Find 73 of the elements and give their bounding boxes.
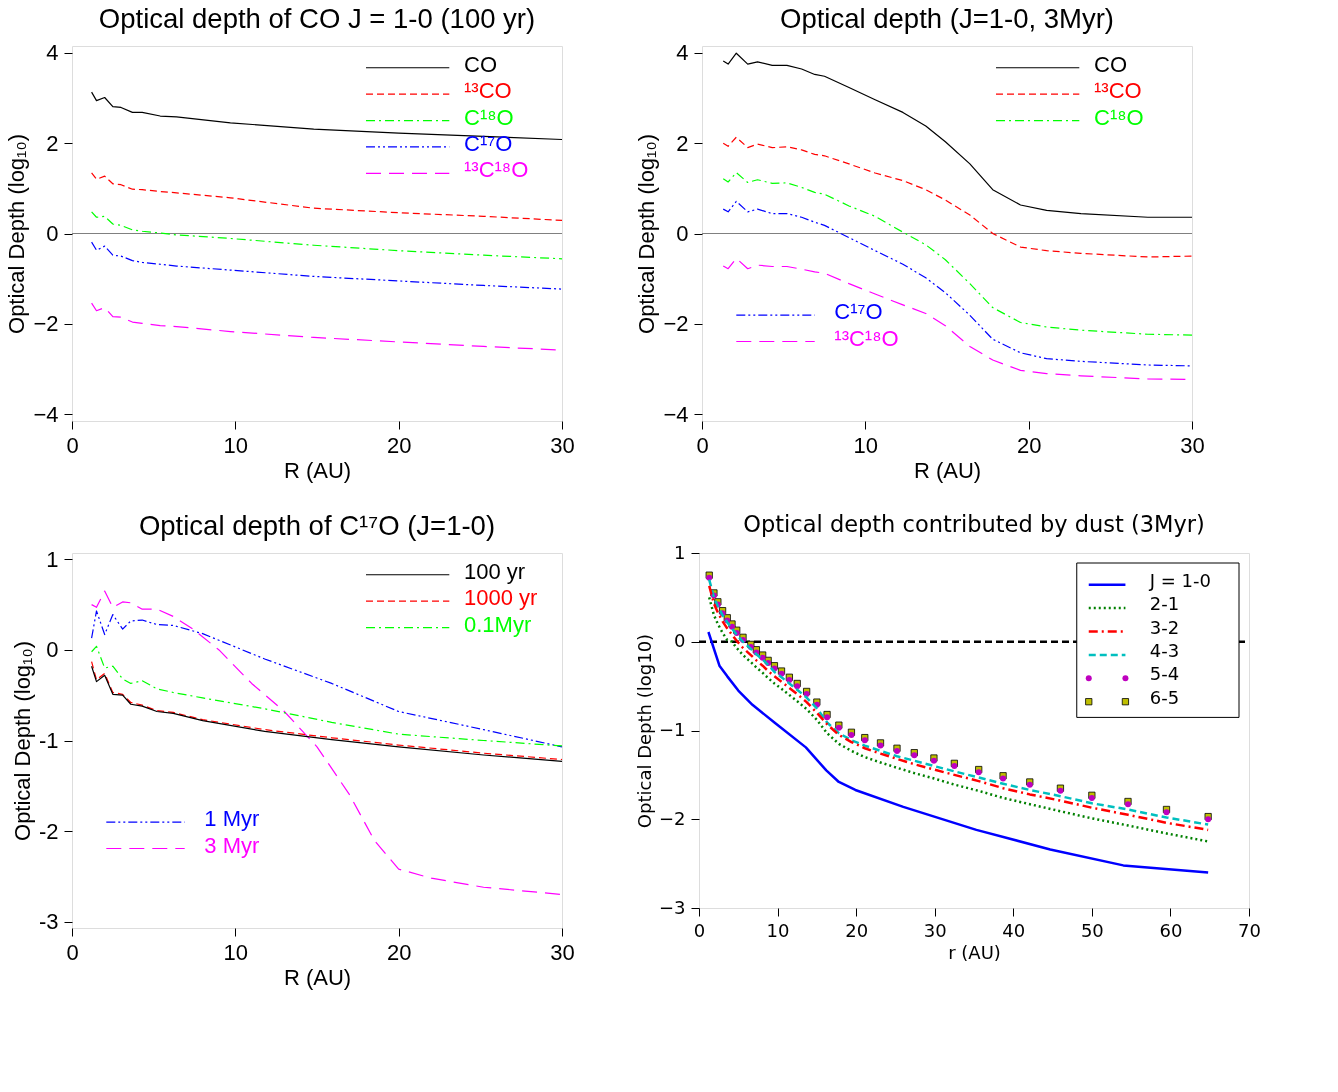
y-tick-label: -2 bbox=[38, 818, 59, 844]
x-tick-label: 30 bbox=[923, 919, 947, 941]
y-tick-label: −2 bbox=[33, 311, 59, 337]
legend-label: C¹⁸O bbox=[464, 104, 514, 130]
y-tick-label: -3 bbox=[38, 909, 59, 935]
x-tick-label: 30 bbox=[550, 939, 575, 965]
y-tick-label: 0 bbox=[46, 637, 59, 663]
y-tick-label: 4 bbox=[46, 40, 59, 66]
x-axis-title: r (AU) bbox=[948, 941, 1001, 963]
x-tick-label: 70 bbox=[1238, 919, 1261, 941]
legend-label: 2-1 bbox=[1149, 593, 1180, 615]
x-tick-label: 50 bbox=[1080, 919, 1104, 941]
y-tick-label: −1 bbox=[658, 719, 686, 740]
legend-label: 5-4 bbox=[1149, 663, 1180, 685]
y-tick-label: 0 bbox=[46, 221, 59, 246]
x-tick-label: 0 bbox=[693, 919, 706, 941]
legend-label: 0.1Myr bbox=[464, 611, 532, 637]
x-tick-label: 30 bbox=[550, 432, 575, 458]
y-tick-label: 2 bbox=[676, 130, 689, 156]
chart-title: Optical depth of CO J = 1-0 (100 yr) bbox=[98, 3, 536, 35]
y-tick-label: 1 bbox=[46, 546, 59, 572]
y-tick-label: −2 bbox=[658, 807, 686, 829]
y-axis-title: Optical Depth (log₁₀) bbox=[634, 134, 660, 334]
legend-label: ¹³CO bbox=[464, 78, 512, 104]
legend-label: ¹³CO bbox=[1094, 78, 1142, 104]
x-tick-label: 20 bbox=[1016, 432, 1042, 458]
legend-label: ¹³C¹⁸O bbox=[834, 325, 899, 351]
x-tick-label: 20 bbox=[386, 432, 412, 458]
y-tick-label: 0 bbox=[674, 630, 686, 652]
y-tick-label: 4 bbox=[676, 40, 689, 66]
x-tick-label: 0 bbox=[66, 432, 79, 458]
chart-title: Optical depth (J=1-0, 3Myr) bbox=[780, 3, 1114, 35]
x-tick-label: 10 bbox=[223, 432, 249, 458]
legend-label: 3-2 bbox=[1149, 616, 1180, 638]
y-tick-label: −4 bbox=[663, 401, 689, 427]
legend-label: J = 1-0 bbox=[1148, 569, 1211, 591]
legend-label: C¹⁷O bbox=[464, 130, 513, 156]
y-tick-label: −3 bbox=[658, 896, 686, 918]
y-tick-label: −2 bbox=[663, 311, 689, 337]
x-tick-label: 10 bbox=[766, 919, 790, 941]
x-tick-label: 30 bbox=[1180, 432, 1205, 458]
legend-label: CO bbox=[464, 51, 497, 77]
y-tick-label: 0 bbox=[676, 221, 689, 246]
x-tick-label: 10 bbox=[853, 432, 879, 458]
legend-label: C¹⁸O bbox=[1094, 104, 1144, 130]
legend-label: 6-5 bbox=[1149, 686, 1180, 708]
legend-label: CO bbox=[1094, 51, 1127, 77]
chart-title: Optical depth contributed by dust (3Myr) bbox=[743, 510, 1205, 537]
legend-label: 4-3 bbox=[1149, 639, 1180, 661]
legend-label: 1 Myr bbox=[204, 806, 260, 832]
y-axis-title: Optical Depth (log₁₀) bbox=[4, 134, 30, 334]
x-tick-label: 40 bbox=[1002, 919, 1026, 941]
y-tick-label: 1 bbox=[674, 541, 686, 563]
x-tick-label: 0 bbox=[696, 432, 709, 458]
x-tick-label: 20 bbox=[845, 919, 869, 941]
y-tick-label: −4 bbox=[33, 401, 59, 427]
x-tick-label: 60 bbox=[1159, 919, 1183, 941]
x-axis-title: R (AU) bbox=[913, 457, 982, 483]
x-tick-label: 20 bbox=[386, 939, 412, 965]
chart-title: Optical depth of C¹⁷O (J=1-0) bbox=[138, 509, 496, 541]
y-axis-title: Optical Depth (log10) bbox=[633, 633, 655, 829]
legend-label: ¹³C¹⁸O bbox=[464, 157, 529, 183]
legend-label: 100 yr bbox=[464, 558, 526, 584]
x-tick-label: 0 bbox=[66, 939, 79, 965]
y-axis-title: Optical Depth (log₁₀) bbox=[9, 641, 35, 841]
legend-label: 3 Myr bbox=[204, 832, 260, 858]
y-tick-label: 2 bbox=[46, 130, 59, 156]
legend-label: C¹⁷O bbox=[834, 299, 883, 325]
x-axis-title: R (AU) bbox=[283, 457, 352, 483]
legend-label: 1000 yr bbox=[464, 585, 538, 611]
x-axis-title: R (AU) bbox=[283, 964, 352, 990]
y-tick-label: -1 bbox=[38, 728, 59, 753]
x-tick-label: 10 bbox=[223, 939, 249, 965]
